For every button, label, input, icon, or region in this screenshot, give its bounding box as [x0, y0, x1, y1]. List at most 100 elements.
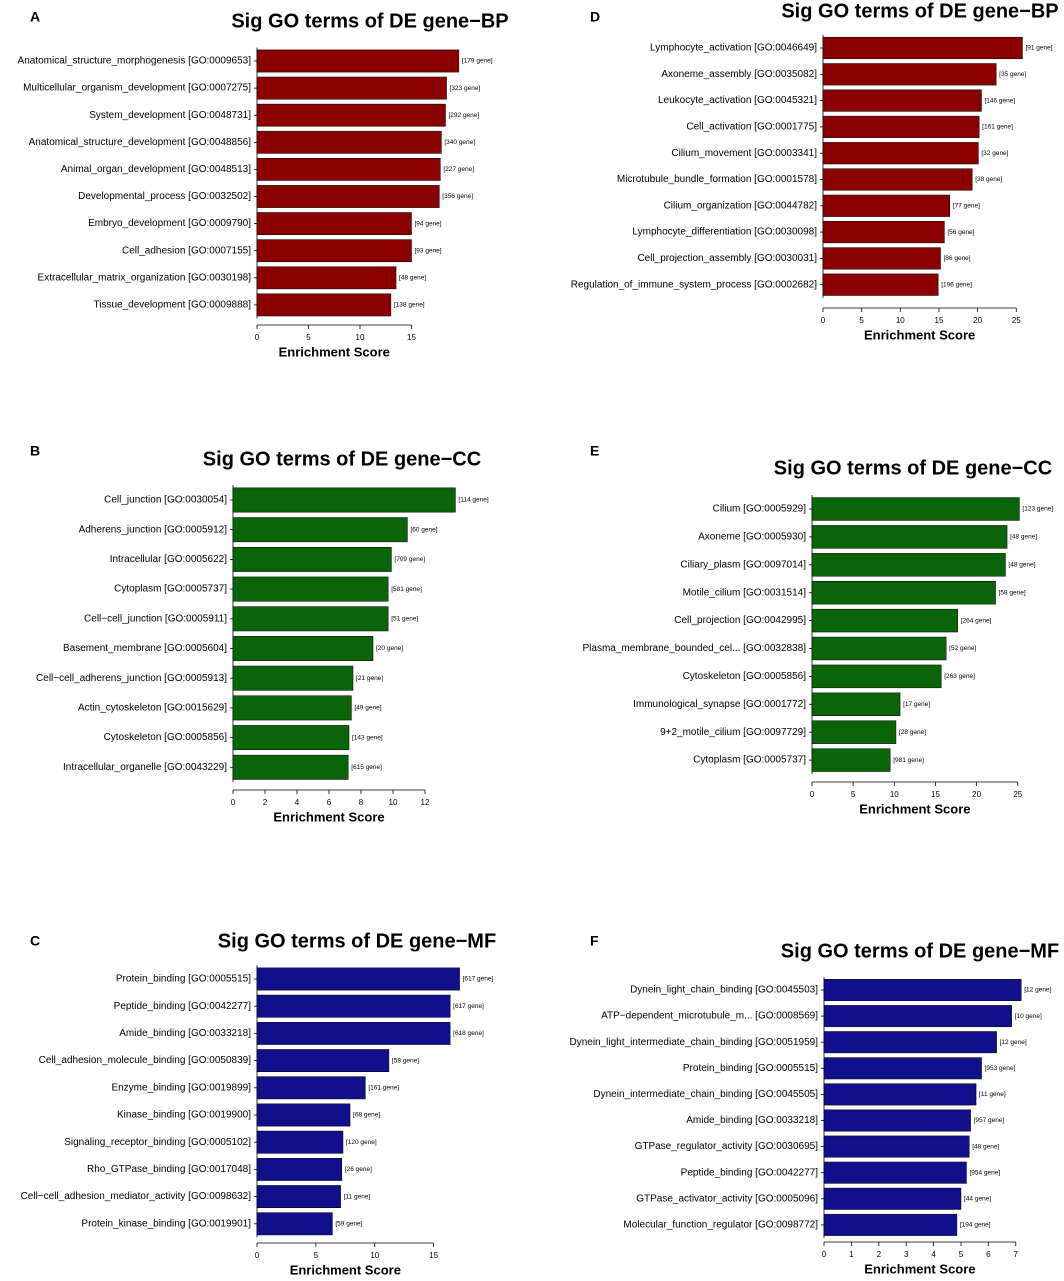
bar — [232, 606, 389, 632]
gene-count: [21 gene] — [356, 675, 383, 682]
bar — [256, 967, 460, 991]
gene-count: [196 gene] — [941, 281, 972, 288]
panel-letter: D — [590, 9, 600, 25]
bar — [822, 142, 979, 165]
bar — [822, 63, 997, 86]
x-tick-label: 3 — [904, 1250, 909, 1259]
gene-count: [114 gene] — [458, 497, 488, 504]
bar — [256, 212, 412, 235]
panel-letter: A — [30, 9, 40, 25]
bar — [822, 168, 973, 191]
bar — [823, 1031, 997, 1054]
gene-count: [120 gene] — [346, 1139, 377, 1146]
x-tick-label: 0 — [822, 1250, 827, 1259]
gene-count: [68 gene] — [353, 1112, 380, 1119]
category-label: Axoneme_assembly [GO:0035082] — [661, 69, 817, 80]
category-label: Rho_GTPase_binding [GO:0017048] — [87, 1164, 251, 1175]
category-label: Extracellular_matrix_organization [GO:00… — [38, 272, 252, 283]
category-label: Dynein_light_chain_binding [GO:0045503] — [630, 985, 818, 996]
x-tick-label: 4 — [931, 1250, 936, 1259]
gene-count: [11 gene] — [979, 1091, 1006, 1098]
gene-count: [953 gene] — [985, 1065, 1016, 1072]
x-tick-label: 20 — [973, 316, 982, 325]
category-label: Peptide_binding [GO:0042277] — [114, 1001, 252, 1012]
x-tick-label: 10 — [370, 1251, 379, 1260]
gene-count: [340 gene] — [444, 139, 475, 146]
bar — [823, 1161, 967, 1184]
panel-letter: F — [590, 933, 599, 949]
gene-count: [48 gene] — [1010, 534, 1037, 541]
category-label: ATP−dependent_microtubule_m... [GO:00085… — [601, 1011, 818, 1022]
x-tick-label: 0 — [821, 316, 826, 325]
category-label: Signaling_receptor_binding [GO:0005102] — [64, 1137, 251, 1148]
x-tick-label: 2 — [263, 798, 268, 807]
category-label: GTPase_activator_activity [GO:0005096] — [636, 1193, 818, 1204]
gene-count: [161 gene] — [982, 124, 1013, 131]
gene-count: [11 gene] — [344, 1193, 371, 1200]
gene-count: [93 gene] — [415, 247, 442, 254]
gene-count: [263 gene] — [944, 673, 975, 680]
bar — [823, 1135, 970, 1158]
bar — [256, 1157, 343, 1181]
bar — [823, 1005, 1012, 1028]
category-label: Ciliary_plasm [GO:0097014] — [680, 559, 806, 570]
gene-count: [292 gene] — [448, 112, 479, 119]
gene-count: [38 gene] — [975, 176, 1002, 183]
gene-count: [94 gene] — [415, 220, 442, 227]
bar — [232, 725, 350, 751]
x-axis-label: Enrichment Score — [279, 344, 390, 359]
category-label: Plasma_membrane_bounded_cel... [GO:00328… — [583, 643, 807, 654]
bar — [256, 994, 451, 1018]
bar — [823, 1187, 962, 1210]
category-label: System_development [GO:0048731] — [89, 110, 251, 121]
gene-count: [86 gene] — [944, 255, 971, 262]
chart-title: Sig GO terms of DE gene−CC — [774, 457, 1052, 479]
panel-letter: B — [30, 443, 40, 459]
bar — [822, 89, 982, 112]
bar — [822, 36, 1023, 60]
category-label: Intracellular_organelle [GO:0043229] — [63, 762, 227, 773]
gene-count: [617 gene] — [463, 976, 494, 983]
bar — [811, 664, 942, 689]
x-tick-label: 0 — [810, 790, 815, 799]
gene-count: [618 gene] — [453, 1030, 484, 1037]
gene-count: [323 gene] — [450, 85, 481, 92]
bar — [822, 247, 941, 270]
category-label: Cell−cell_adherens_junction [GO:0005913] — [36, 673, 227, 684]
bar — [256, 293, 392, 317]
bar — [256, 130, 442, 154]
bar — [256, 1185, 341, 1209]
gene-count: [51 gene] — [391, 616, 418, 623]
gene-count: [194 gene] — [960, 1222, 991, 1229]
bar — [232, 636, 374, 661]
x-tick-label: 10 — [890, 790, 899, 799]
bar — [232, 517, 408, 543]
gene-count: [58 gene] — [392, 1057, 419, 1064]
category-label: Cell_adhesion_molecule_binding [GO:00508… — [39, 1055, 252, 1066]
category-label: Cytoskeleton [GO:0005856] — [104, 732, 228, 743]
category-label: Enzyme_binding [GO:0019899] — [111, 1082, 251, 1093]
bar — [823, 1083, 977, 1106]
category-label: Cell_junction [GO:0030054] — [104, 495, 227, 506]
bar — [823, 1057, 982, 1080]
x-axis-label: Enrichment Score — [864, 327, 975, 342]
x-tick-label: 0 — [231, 798, 236, 807]
gene-count: [35 gene] — [999, 71, 1026, 78]
category-label: Tissue_development [GO:0009888] — [93, 300, 251, 311]
category-label: Multicellular_organism_development [GO:0… — [23, 83, 251, 94]
x-tick-label: 5 — [851, 790, 856, 799]
category-label: Dynein_intermediate_chain_binding [GO:00… — [593, 1089, 818, 1100]
x-axis-label: Enrichment Score — [864, 1261, 975, 1276]
gene-count: [615 gene] — [351, 764, 382, 771]
gene-count: [58 gene] — [999, 589, 1026, 596]
bar — [811, 720, 897, 744]
gene-count: [356 gene] — [442, 193, 473, 200]
x-tick-label: 10 — [389, 798, 398, 807]
bar — [256, 1049, 390, 1073]
category-label: Cytoplasm [GO:0005737] — [693, 755, 806, 766]
category-label: Amide_binding [GO:0033218] — [686, 1115, 818, 1126]
bar — [811, 692, 901, 716]
category-label: Adherens_junction [GO:0005912] — [79, 524, 228, 535]
gene-count: [954 gene] — [969, 1169, 1000, 1176]
bar — [823, 979, 1022, 1001]
